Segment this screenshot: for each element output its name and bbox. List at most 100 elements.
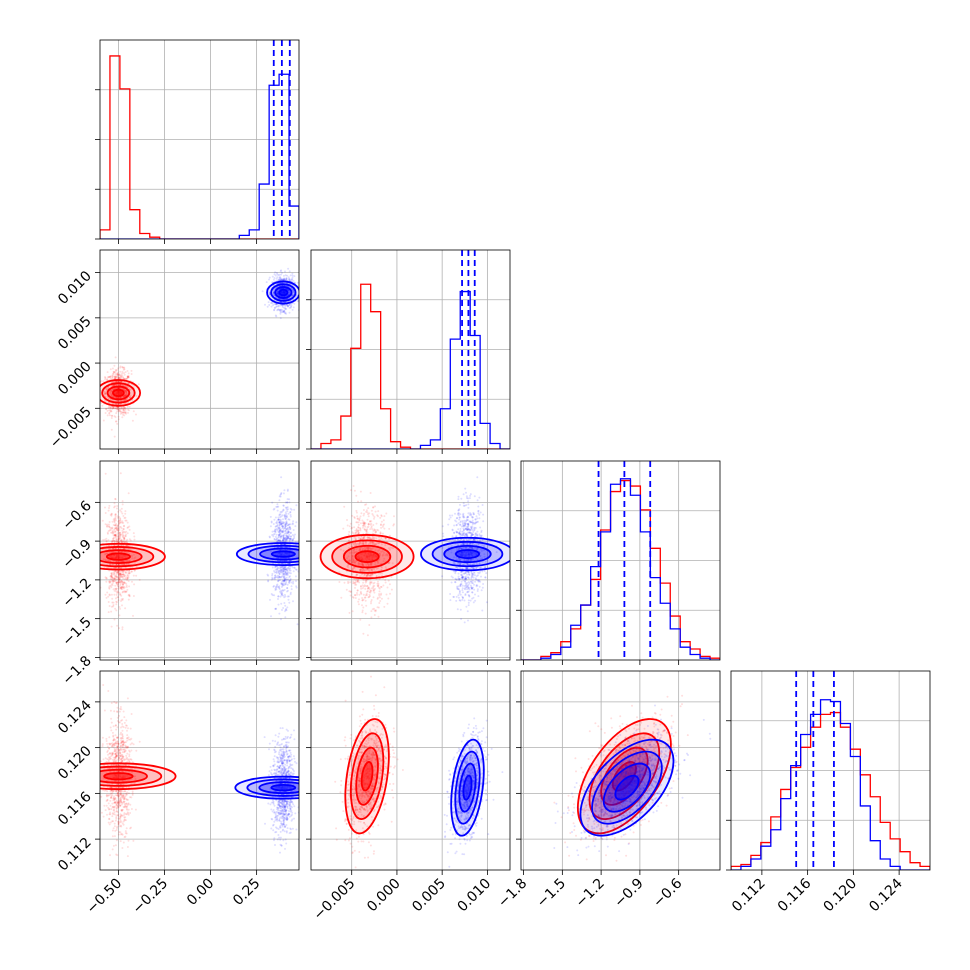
scatter-point bbox=[110, 554, 113, 557]
scatter-point bbox=[475, 515, 478, 518]
scatter-point bbox=[279, 312, 282, 315]
scatter-point bbox=[114, 373, 117, 376]
scatter-point bbox=[137, 383, 140, 386]
scatter-point bbox=[114, 567, 117, 569]
scatter-point bbox=[109, 581, 112, 584]
scatter-point bbox=[122, 377, 125, 380]
scatter-point bbox=[277, 518, 280, 521]
scatter-point bbox=[113, 519, 116, 522]
scatter-point bbox=[283, 291, 285, 294]
scatter-point bbox=[286, 304, 289, 307]
scatter-point bbox=[123, 410, 126, 412]
scatter-point bbox=[114, 407, 117, 410]
scatter-point bbox=[122, 399, 125, 402]
scatter-point bbox=[96, 507, 98, 509]
scatter-point bbox=[120, 510, 123, 513]
scatter-point bbox=[373, 516, 376, 518]
scatter-point bbox=[123, 407, 126, 410]
scatter-point bbox=[281, 593, 283, 596]
scatter-point bbox=[286, 488, 289, 491]
scatter-point bbox=[119, 517, 122, 520]
scatter-point bbox=[127, 563, 130, 566]
scatter-point bbox=[282, 531, 285, 534]
scatter-point bbox=[280, 476, 283, 479]
scatter-point bbox=[284, 552, 287, 554]
scatter-point bbox=[278, 530, 281, 532]
scatter-point bbox=[283, 290, 286, 293]
scatter-point bbox=[278, 539, 281, 542]
scatter-point bbox=[122, 408, 125, 411]
scatter-point bbox=[287, 536, 290, 539]
scatter-point bbox=[276, 524, 279, 527]
scatter-point bbox=[283, 566, 286, 569]
scatter-point bbox=[101, 404, 104, 407]
scatter-point bbox=[105, 577, 108, 580]
scatter-point bbox=[283, 290, 286, 293]
scatter-point bbox=[359, 529, 362, 532]
scatter-point bbox=[116, 374, 119, 377]
scatter-point bbox=[119, 573, 121, 575]
scatter-point bbox=[372, 541, 375, 544]
panel-content bbox=[100, 40, 299, 239]
scatter-point bbox=[273, 307, 276, 309]
scatter-point bbox=[284, 292, 287, 294]
scatter-point bbox=[276, 503, 279, 506]
scatter-point bbox=[274, 568, 277, 571]
scatter-point bbox=[111, 576, 114, 578]
scatter-point bbox=[288, 533, 291, 536]
contour-blue bbox=[274, 286, 293, 299]
scatter-point bbox=[269, 550, 272, 553]
scatter-point bbox=[354, 594, 357, 597]
scatter-point bbox=[125, 389, 127, 392]
scatter-point bbox=[363, 554, 366, 557]
scatter-point bbox=[289, 507, 292, 510]
scatter-point bbox=[125, 393, 127, 395]
scatter-point bbox=[369, 583, 372, 586]
scatter-point bbox=[284, 501, 287, 504]
panel-content bbox=[319, 476, 510, 637]
scatter-point bbox=[105, 540, 108, 543]
scatter-point bbox=[117, 523, 120, 526]
scatter-point bbox=[290, 278, 293, 281]
scatter-point bbox=[367, 587, 370, 590]
scatter-point bbox=[115, 581, 118, 584]
scatter-point bbox=[124, 512, 127, 515]
scatter-point bbox=[116, 535, 119, 538]
scatter-point bbox=[112, 572, 115, 575]
scatter-point bbox=[126, 370, 129, 372]
scatter-point bbox=[382, 584, 385, 587]
scatter-point bbox=[286, 489, 289, 492]
scatter-point bbox=[122, 384, 125, 387]
scatter-point bbox=[280, 291, 283, 294]
scatter-point bbox=[352, 532, 355, 535]
scatter-point bbox=[108, 586, 111, 589]
scatter-point bbox=[124, 540, 127, 543]
scatter-point bbox=[286, 305, 289, 308]
scatter-point bbox=[366, 532, 369, 535]
scatter-point bbox=[112, 537, 115, 540]
scatter-point bbox=[122, 534, 125, 537]
scatter-point bbox=[361, 599, 364, 602]
scatter-point bbox=[117, 367, 120, 370]
scatter-point bbox=[296, 300, 299, 303]
scatter-point bbox=[110, 388, 113, 391]
scatter-point bbox=[119, 533, 122, 536]
scatter-point bbox=[117, 390, 120, 393]
scatter-point bbox=[110, 392, 113, 395]
scatter-point bbox=[112, 407, 114, 410]
scatter-point bbox=[276, 309, 279, 312]
scatter-point bbox=[357, 526, 360, 529]
scatter-point bbox=[347, 580, 350, 583]
scatter-point bbox=[376, 597, 379, 600]
scatter-point bbox=[359, 522, 362, 525]
scatter-point bbox=[117, 415, 120, 418]
scatter-point bbox=[118, 409, 121, 412]
scatter-point bbox=[285, 528, 288, 531]
scatter-point bbox=[270, 520, 273, 523]
scatter-point bbox=[365, 592, 368, 595]
scatter-point bbox=[287, 595, 290, 598]
scatter-point bbox=[279, 567, 282, 569]
scatter-point bbox=[288, 580, 291, 583]
scatter-point bbox=[115, 581, 118, 584]
scatter-point bbox=[123, 530, 125, 533]
